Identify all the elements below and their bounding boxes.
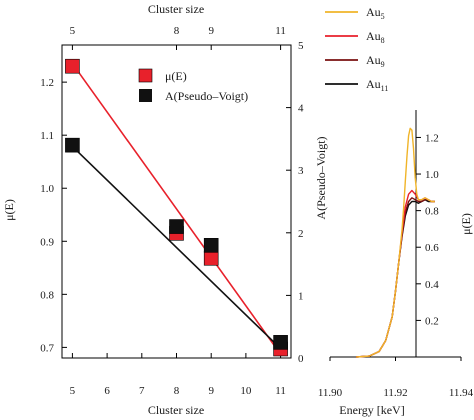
top-axis-title: Cluster size: [148, 2, 204, 16]
legend-label-mu: μ(E): [165, 69, 187, 83]
data-point: [203, 238, 219, 253]
legend-label: Au11: [366, 77, 388, 93]
left-tick-label: 1.1: [40, 130, 54, 142]
bottom-tick-label: 5: [70, 385, 76, 397]
legend-label: Au9: [366, 53, 385, 69]
right-tick-label: 4: [298, 103, 304, 115]
data-point: [203, 250, 219, 266]
bottom-tick-label: 8: [174, 385, 180, 397]
energy-spectrum-chart: 11.90 11.92 11.94 0.2 0.4 0.6 0.8 1.0 1.2 Energ…: [318, 5, 474, 417]
spectrum-y-tick-label: 0.8: [425, 206, 439, 218]
cluster-size-chart: 5 8 9 11 5 6 7 8 9 10 11 0.7 0.8 0.9 1.0 1.1 1.2 0 1 2 3 4…: [2, 2, 328, 417]
spectrum-y-tick-label: 1.2: [425, 132, 439, 144]
data-point: [273, 335, 288, 350]
right-tick-label: 1: [298, 290, 304, 302]
legend-label: Au5: [366, 5, 385, 21]
bottom-tick-label: 11: [275, 385, 286, 397]
top-tick-label: 5: [70, 25, 76, 37]
right-axis: 0 1 2 3 4 5: [286, 40, 304, 365]
fit-lines: [71, 63, 282, 355]
spectrum-x-tick-label: 11.92: [383, 387, 407, 399]
left-axis-title: μ(E): [2, 199, 16, 221]
spectrum-curve: [356, 197, 435, 358]
right-tick-label: 2: [298, 228, 304, 240]
left-axis: 0.7 0.8 0.9 1.0 1.1 1.2: [40, 77, 67, 354]
right-tick-label: 3: [298, 165, 304, 177]
data-point: [169, 219, 184, 234]
spectrum-x-ticks: 11.90 11.92 11.94: [318, 357, 474, 399]
left-tick-label: 0.7: [40, 342, 54, 354]
data-point: [65, 58, 80, 74]
spectrum-y-tick-label: 0.2: [425, 315, 439, 327]
spectrum-curve: [356, 198, 435, 358]
legend-swatch-mu: [138, 68, 153, 83]
bottom-tick-label: 6: [104, 385, 110, 397]
spectrum-x-title: Energy [keV]: [339, 403, 404, 417]
top-tick-label: 8: [174, 25, 180, 37]
left-tick-label: 0.9: [40, 236, 54, 248]
right-tick-label: 0: [298, 353, 304, 365]
bottom-axis-title: Cluster size: [148, 403, 204, 417]
spectrum-y-tick-label: 0.6: [425, 242, 439, 254]
legend-label: Au8: [366, 29, 385, 45]
data-point: [65, 137, 80, 153]
bottom-tick-label: 9: [208, 385, 214, 397]
bottom-tick-label: 7: [139, 385, 145, 397]
spectrum-legend: Au5 Au8 Au9 Au11: [325, 5, 388, 93]
left-legend: μ(E) A(Pseudo–Voigt): [138, 68, 248, 103]
top-tick-label: 9: [208, 25, 214, 37]
spectrum-x-tick-label: 11.94: [449, 387, 474, 399]
legend-label-pseudo-voigt: A(Pseudo–Voigt): [165, 89, 248, 103]
bottom-tick-label: 10: [240, 385, 252, 397]
bottom-axis: 5 6 7 8 9 10 11: [70, 353, 286, 397]
top-tick-label: 11: [275, 25, 286, 37]
spectrum-y-tick-label: 0.4: [425, 279, 439, 291]
spectrum-curve: [356, 127, 435, 358]
spectrum-x-tick-label: 11.90: [318, 387, 343, 399]
legend-swatch-pseudo-voigt: [139, 89, 152, 102]
spectrum-curves: [356, 127, 435, 358]
spectrum-y-tick-label: 1.0: [425, 169, 439, 181]
spectrum-y-ticks: 0.2 0.4 0.6 0.8 1.0 1.2: [416, 132, 439, 327]
left-tick-label: 1.2: [40, 77, 54, 89]
fit-line: [71, 145, 282, 350]
fit-line: [71, 63, 282, 355]
right-tick-label: 5: [298, 40, 304, 52]
data-points: [65, 58, 288, 357]
left-tick-label: 1.0: [40, 183, 54, 195]
spectrum-y-title: μ(E): [459, 213, 473, 235]
spectrum-curve: [356, 189, 435, 358]
top-axis: 5 8 9 11: [70, 25, 286, 50]
right-axis-title: A(Pseudo–Voigt): [314, 136, 328, 219]
left-tick-label: 0.8: [40, 289, 54, 301]
